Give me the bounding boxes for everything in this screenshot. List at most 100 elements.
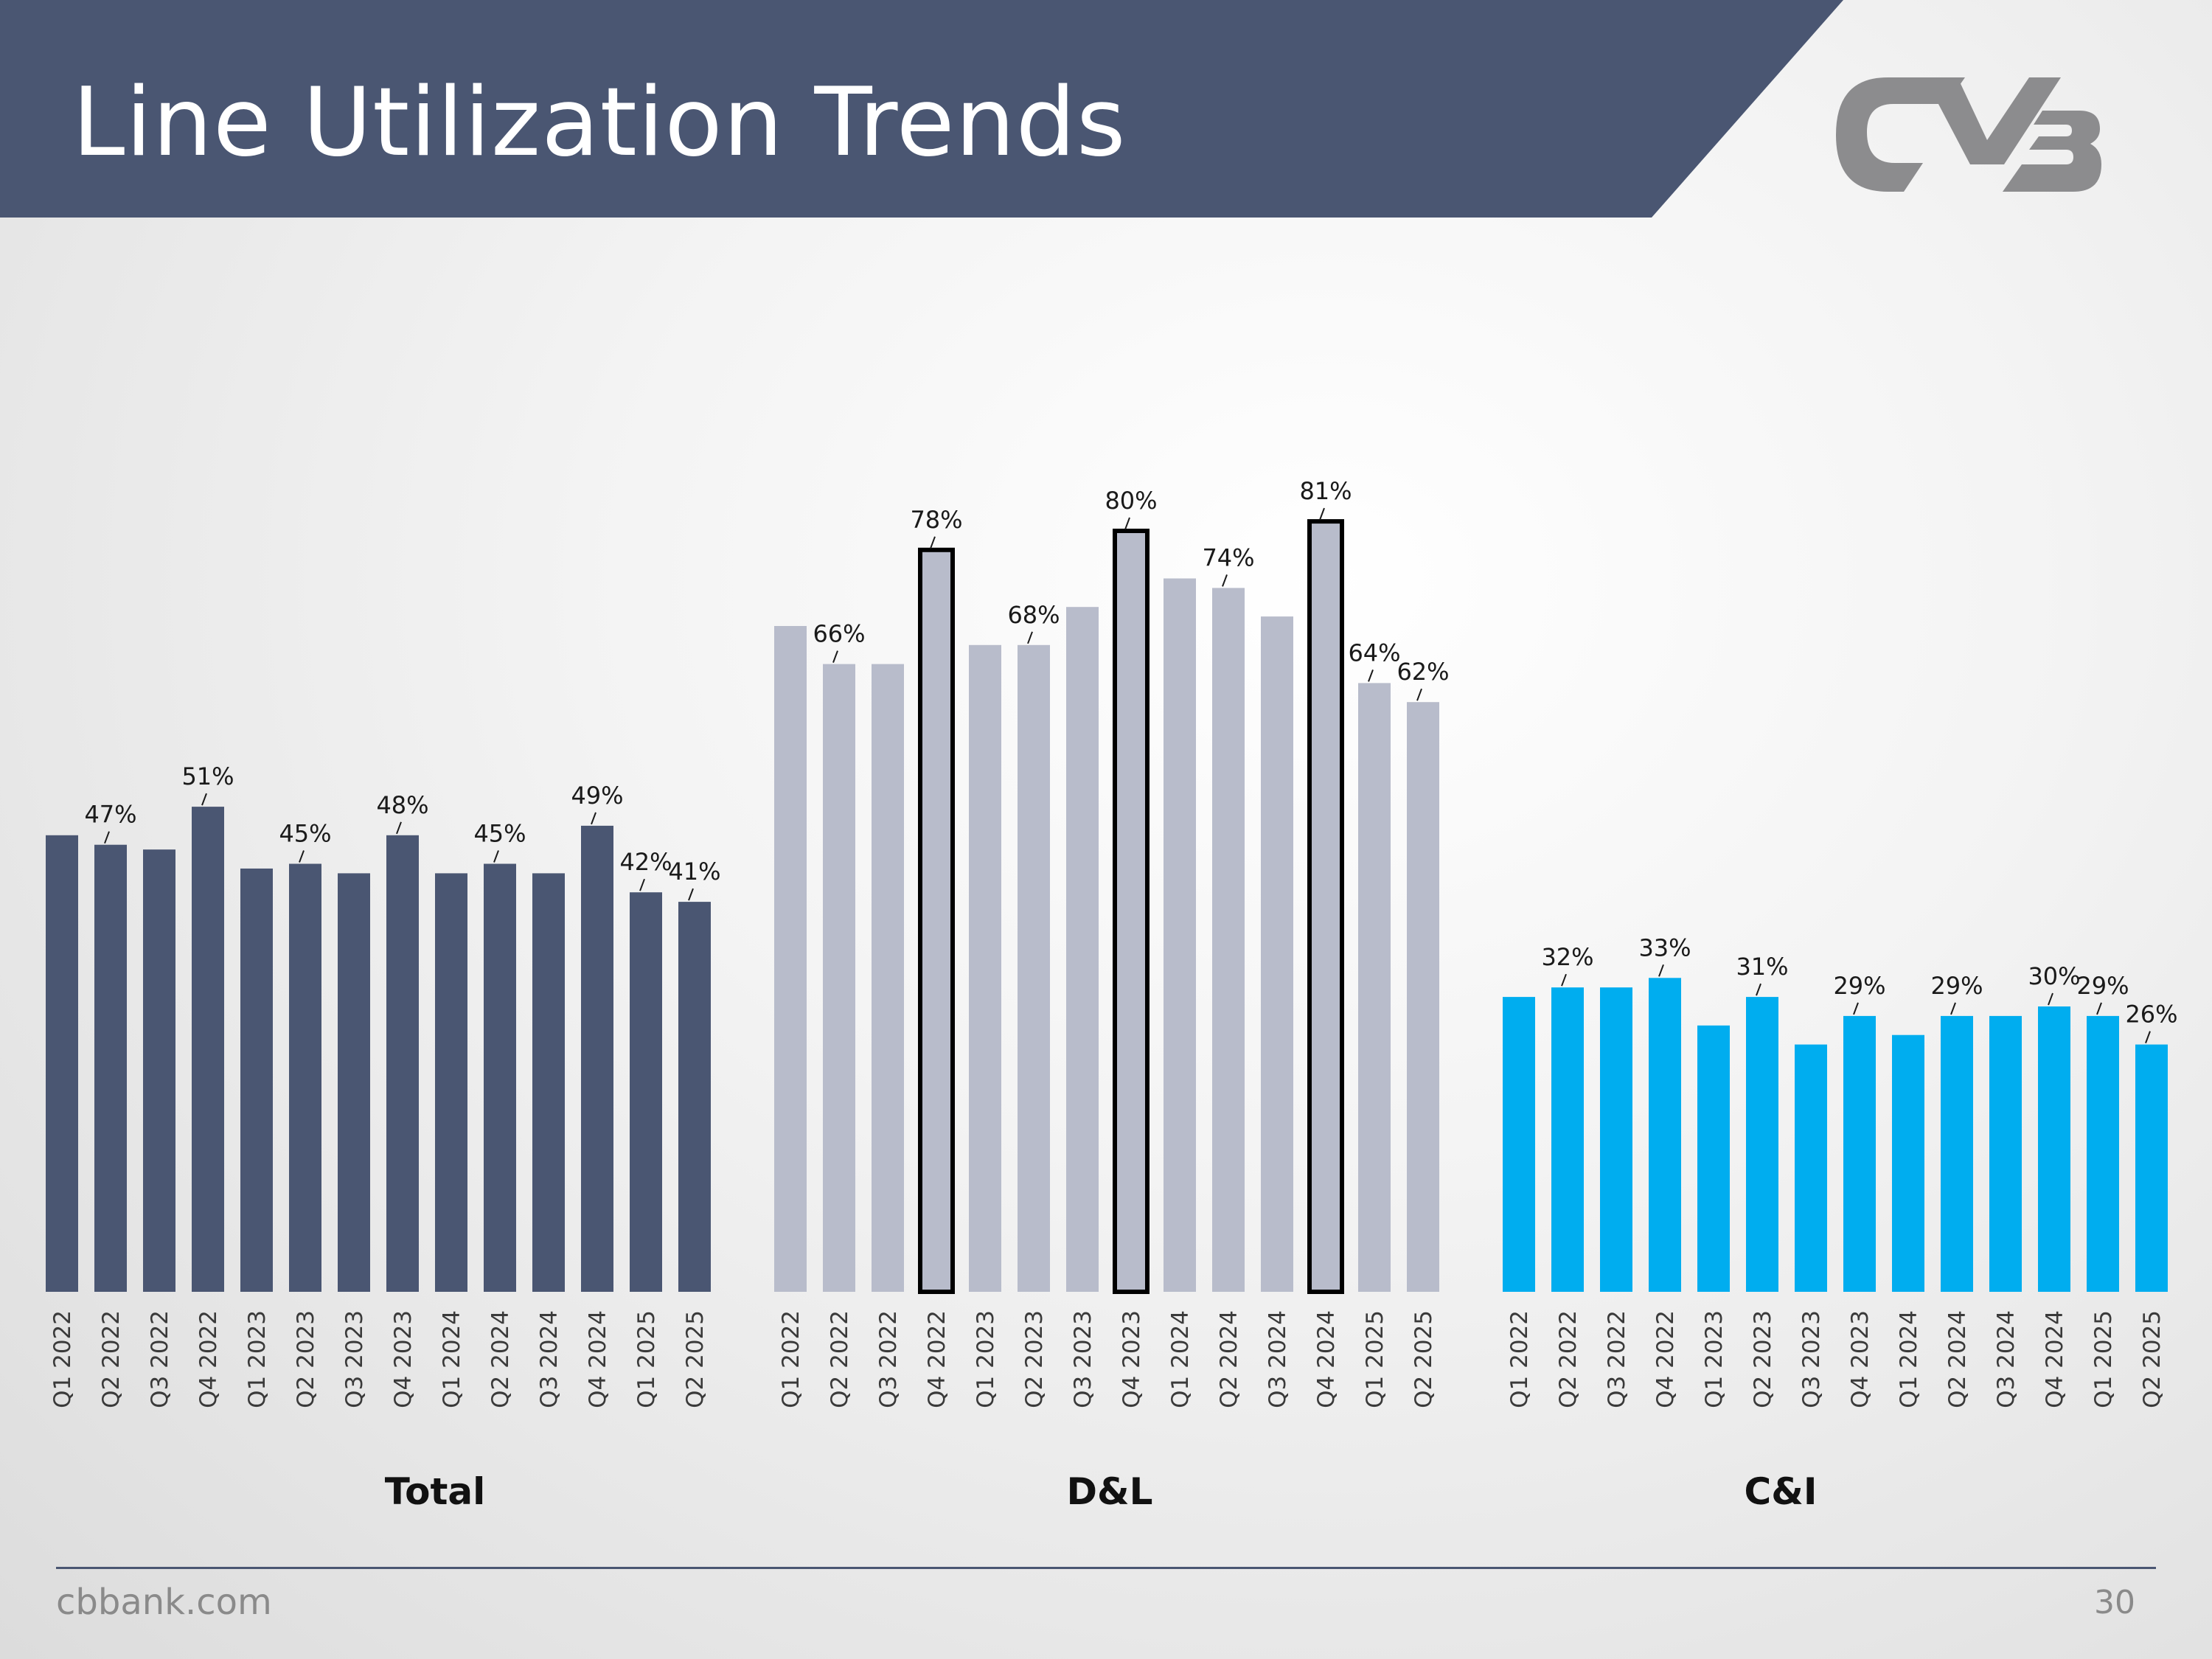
bar-total-q4-2024 <box>581 825 613 1292</box>
data-label-d-l: 74% <box>1202 543 1254 571</box>
tick-label-c-i: Q3 2024 <box>1993 1310 2020 1408</box>
tick-label-d-l: Q2 2024 <box>1216 1310 1242 1408</box>
page-number: 30 <box>2094 1584 2135 1621</box>
bar-c-i-q2-2025 <box>2135 1044 2168 1292</box>
tick-label-d-l: Q4 2022 <box>924 1310 950 1408</box>
tick-label-c-i: Q2 2022 <box>1555 1310 1582 1408</box>
data-label-total: 51% <box>181 762 234 790</box>
tick-label-c-i: Q2 2023 <box>1750 1310 1776 1408</box>
tick-label-d-l: Q1 2025 <box>1362 1310 1388 1408</box>
bar-d-l-q1-2022 <box>774 626 807 1292</box>
tick-label-d-l: Q1 2022 <box>778 1310 804 1408</box>
cvb-logo <box>1836 77 2101 192</box>
bar-c-i-q2-2024 <box>1941 1015 1973 1292</box>
tick-label-total: Q1 2025 <box>633 1310 660 1408</box>
tick-label-c-i: Q1 2024 <box>1896 1310 1922 1408</box>
tick-label-d-l: Q3 2024 <box>1265 1310 1291 1408</box>
logo-letter-v <box>1924 77 2061 164</box>
leader-line-total <box>396 821 402 835</box>
tick-label-total: Q1 2022 <box>49 1310 76 1408</box>
bar-d-l-q1-2025 <box>1358 683 1391 1292</box>
leader-line-d-l <box>1319 507 1325 521</box>
bar-d-l-q3-2024 <box>1261 616 1293 1292</box>
bar-d-l-q3-2023 <box>1066 607 1099 1292</box>
leader-line-c-i <box>2048 992 2053 1006</box>
tick-label-d-l: Q2 2025 <box>1411 1310 1437 1408</box>
leader-line-total <box>201 793 207 806</box>
group-label-total: Total <box>385 1470 486 1513</box>
tick-label-total: Q2 2024 <box>487 1310 514 1408</box>
bar-c-i-q1-2023 <box>1697 1025 1730 1292</box>
data-label-total: 42% <box>619 848 672 876</box>
leader-line-d-l <box>1368 669 1374 682</box>
footer-url[interactable]: cbbank.com <box>56 1582 272 1623</box>
bar-c-i-q3-2024 <box>1989 1015 2022 1292</box>
data-label-total: 47% <box>84 801 136 829</box>
tick-label-c-i: Q1 2022 <box>1506 1310 1533 1408</box>
data-label-c-i: 31% <box>1736 953 1788 981</box>
bar-total-q3-2024 <box>532 873 565 1292</box>
tick-label-total: Q4 2022 <box>195 1310 222 1408</box>
leader-line-total <box>299 850 305 863</box>
data-label-c-i: 29% <box>2076 972 2129 1000</box>
tick-label-total: Q2 2022 <box>98 1310 125 1408</box>
tick-label-total: Q2 2025 <box>682 1310 709 1408</box>
bar-c-i-q4-2024 <box>2038 1006 2070 1292</box>
bar-d-l-q3-2022 <box>872 664 904 1292</box>
leader-line-d-l <box>930 536 936 549</box>
leader-line-total <box>688 888 694 901</box>
tick-label-total: Q3 2024 <box>536 1310 563 1408</box>
leader-line-c-i <box>1658 964 1664 977</box>
tick-label-c-i: Q4 2022 <box>1652 1310 1679 1408</box>
data-label-d-l: 80% <box>1105 487 1157 515</box>
bar-d-l-q4-2022 <box>918 547 955 1294</box>
bar-c-i-q4-2022 <box>1649 978 1681 1292</box>
bar-d-l-q2-2023 <box>1018 644 1050 1292</box>
tick-label-d-l: Q4 2023 <box>1119 1310 1145 1408</box>
bar-total-q1-2025 <box>630 892 662 1292</box>
tick-label-total: Q1 2024 <box>439 1310 465 1408</box>
tick-label-d-l: Q3 2022 <box>875 1310 902 1408</box>
leader-line-d-l <box>1416 688 1422 701</box>
leader-line-d-l <box>1222 574 1228 587</box>
tick-label-d-l: Q1 2024 <box>1167 1310 1194 1408</box>
group-label-c-i: C&I <box>1745 1470 1818 1513</box>
bar-d-l-q2-2025 <box>1407 702 1439 1292</box>
bar-total-q2-2022 <box>94 844 127 1292</box>
data-label-d-l: 78% <box>910 506 962 534</box>
bar-c-i-q4-2023 <box>1843 1015 1876 1292</box>
logo-letter-c <box>1836 77 1965 192</box>
data-label-c-i: 29% <box>1833 972 1885 1000</box>
bar-total-q3-2022 <box>143 849 175 1292</box>
bar-c-i-q1-2022 <box>1503 997 1535 1292</box>
data-label-c-i: 29% <box>1930 972 1983 1000</box>
leader-line-total <box>493 850 499 863</box>
bar-d-l-q1-2023 <box>969 644 1001 1292</box>
logo-letter-b <box>2003 111 2101 192</box>
bar-total-q2-2024 <box>484 863 516 1292</box>
data-label-total: 41% <box>668 858 720 886</box>
leader-line-d-l <box>832 650 838 663</box>
data-label-d-l: 62% <box>1397 658 1449 686</box>
leader-line-total <box>104 831 110 844</box>
bar-c-i-q2-2023 <box>1746 997 1778 1292</box>
slide-title: Line Utilization Trends <box>72 68 1127 178</box>
bar-d-l-q4-2024 <box>1307 519 1344 1294</box>
tick-label-total: Q3 2023 <box>341 1310 368 1408</box>
bar-total-q1-2023 <box>240 868 273 1292</box>
data-label-d-l: 68% <box>1007 601 1060 629</box>
bar-d-l-q2-2022 <box>823 664 855 1292</box>
bar-d-l-q4-2023 <box>1113 529 1150 1294</box>
bar-c-i-q3-2022 <box>1600 987 1632 1292</box>
tick-label-total: Q4 2024 <box>585 1310 611 1408</box>
leader-line-total <box>591 812 597 825</box>
data-label-total: 45% <box>473 820 526 848</box>
bar-total-q2-2023 <box>289 863 321 1292</box>
tick-label-c-i: Q4 2023 <box>1847 1310 1874 1408</box>
data-label-c-i: 33% <box>1638 933 1691 961</box>
tick-label-c-i: Q1 2025 <box>2090 1310 2117 1408</box>
bar-d-l-q2-2024 <box>1212 588 1245 1292</box>
tick-label-d-l: Q4 2024 <box>1313 1310 1340 1408</box>
footer-divider <box>56 1567 2156 1569</box>
tick-label-c-i: Q2 2025 <box>2139 1310 2166 1408</box>
